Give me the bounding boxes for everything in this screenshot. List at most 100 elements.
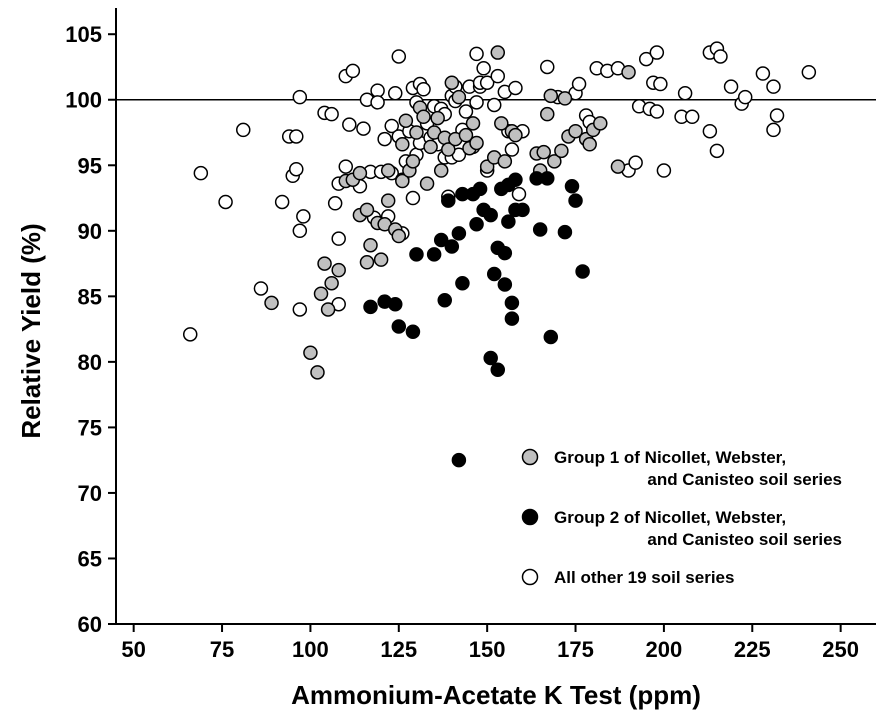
group1-point: [441, 142, 456, 157]
other-series-point: [713, 49, 728, 64]
group1-point: [320, 302, 336, 317]
other-series-point: [182, 327, 198, 342]
other-series-point: [737, 89, 753, 105]
other-series-point: [656, 163, 672, 178]
other-series-point: [511, 186, 527, 202]
other-series-point: [508, 80, 523, 96]
x-tick-label: 50: [121, 637, 145, 662]
legend-label-line1: Group 2 of Nicollet, Webster,: [554, 508, 786, 527]
group2-point: [455, 275, 470, 291]
group2-point: [515, 202, 530, 218]
y-tick-label: 80: [78, 350, 102, 375]
group1-point: [352, 165, 368, 181]
other-series-point: [486, 97, 502, 113]
group1-point: [419, 176, 435, 191]
group1-point: [543, 88, 559, 104]
x-axis-title: Ammonium-Acetate K Test (ppm): [291, 680, 701, 710]
group1-point: [395, 137, 410, 152]
x-tick-label: 100: [292, 637, 329, 662]
group1-point: [380, 163, 396, 178]
group2-point: [451, 452, 467, 468]
group1-point: [373, 252, 389, 267]
y-axis-title: Relative Yield (%): [16, 223, 46, 438]
other-series-point: [296, 209, 311, 224]
group1-point: [540, 106, 555, 122]
legend: Group 1 of Nicollet, Webster, and Caniste…: [521, 448, 842, 587]
other-series-point: [405, 190, 421, 206]
other-series-point: [628, 155, 643, 170]
group1-point: [557, 91, 573, 106]
y-tick-label: 65: [78, 546, 102, 571]
other-series-point: [388, 85, 403, 101]
legend-label-line2: and Canisteo soil series: [647, 470, 842, 489]
group1-point: [264, 295, 279, 311]
other-series-point: [490, 68, 506, 84]
group2-point: [501, 214, 516, 229]
other-series-point: [292, 223, 308, 239]
other-series-point: [342, 117, 357, 132]
other-series-point: [377, 131, 392, 147]
group2-point: [504, 295, 520, 311]
group2-point: [441, 193, 456, 208]
group2-point: [486, 266, 502, 282]
group1-point: [331, 262, 346, 278]
group2-point: [469, 217, 484, 232]
group2-point: [437, 293, 452, 308]
other-series-point: [479, 75, 495, 90]
other-series-point: [504, 142, 520, 157]
other-series-point: [193, 165, 209, 181]
group1-point: [494, 116, 509, 131]
group1-point: [497, 154, 513, 169]
group1-point: [547, 154, 562, 169]
legend-marker-group2: [521, 508, 539, 526]
other-series-point: [292, 302, 308, 317]
group1-point: [310, 365, 325, 380]
other-series-point: [370, 95, 385, 110]
group2-point: [451, 226, 467, 241]
other-series-point: [327, 196, 343, 211]
other-series-point: [345, 63, 361, 79]
data-points: [182, 41, 817, 468]
other-series-point: [571, 76, 587, 92]
other-series-point: [289, 129, 304, 144]
legend-label-line2: and Canisteo soil series: [647, 530, 842, 549]
other-series-point: [709, 143, 725, 159]
group1-point: [303, 345, 318, 360]
group1-point: [621, 64, 636, 80]
group2-point: [557, 224, 573, 240]
group1-point: [458, 127, 474, 143]
group2-point: [483, 350, 498, 366]
y-tick-label: 85: [78, 284, 102, 309]
other-series-point: [469, 95, 484, 110]
group1-point: [423, 139, 438, 155]
other-series-point: [755, 66, 771, 81]
group1-point: [395, 173, 410, 189]
group1-point: [451, 89, 467, 105]
other-series-point: [638, 51, 654, 67]
group1-point: [433, 163, 449, 178]
group1-point: [444, 75, 460, 90]
group2-point: [472, 181, 488, 197]
group1-point: [359, 202, 375, 218]
group2-point: [483, 207, 498, 223]
group1-point: [593, 116, 608, 131]
group2-point: [388, 296, 403, 312]
group2-point: [433, 232, 449, 248]
group1-point: [313, 286, 329, 301]
group2-point: [564, 178, 580, 194]
y-tick-label: 60: [78, 612, 102, 637]
y-tick-label: 100: [65, 88, 102, 113]
group2-point: [405, 324, 421, 339]
axes: 50 75 100 125 150 175 200 225 250 60 65 70 75 80 85 90 9…: [65, 8, 876, 662]
y-tick-label: 95: [78, 153, 102, 178]
group2-point: [409, 247, 424, 262]
other-series-point: [289, 161, 304, 177]
group2-point: [490, 362, 506, 377]
other-series-point: [684, 109, 700, 125]
other-series-point: [540, 59, 555, 75]
group1-point: [582, 137, 597, 152]
other-series-point: [702, 123, 718, 139]
other-series-point: [469, 46, 484, 62]
other-series-point: [649, 45, 665, 60]
